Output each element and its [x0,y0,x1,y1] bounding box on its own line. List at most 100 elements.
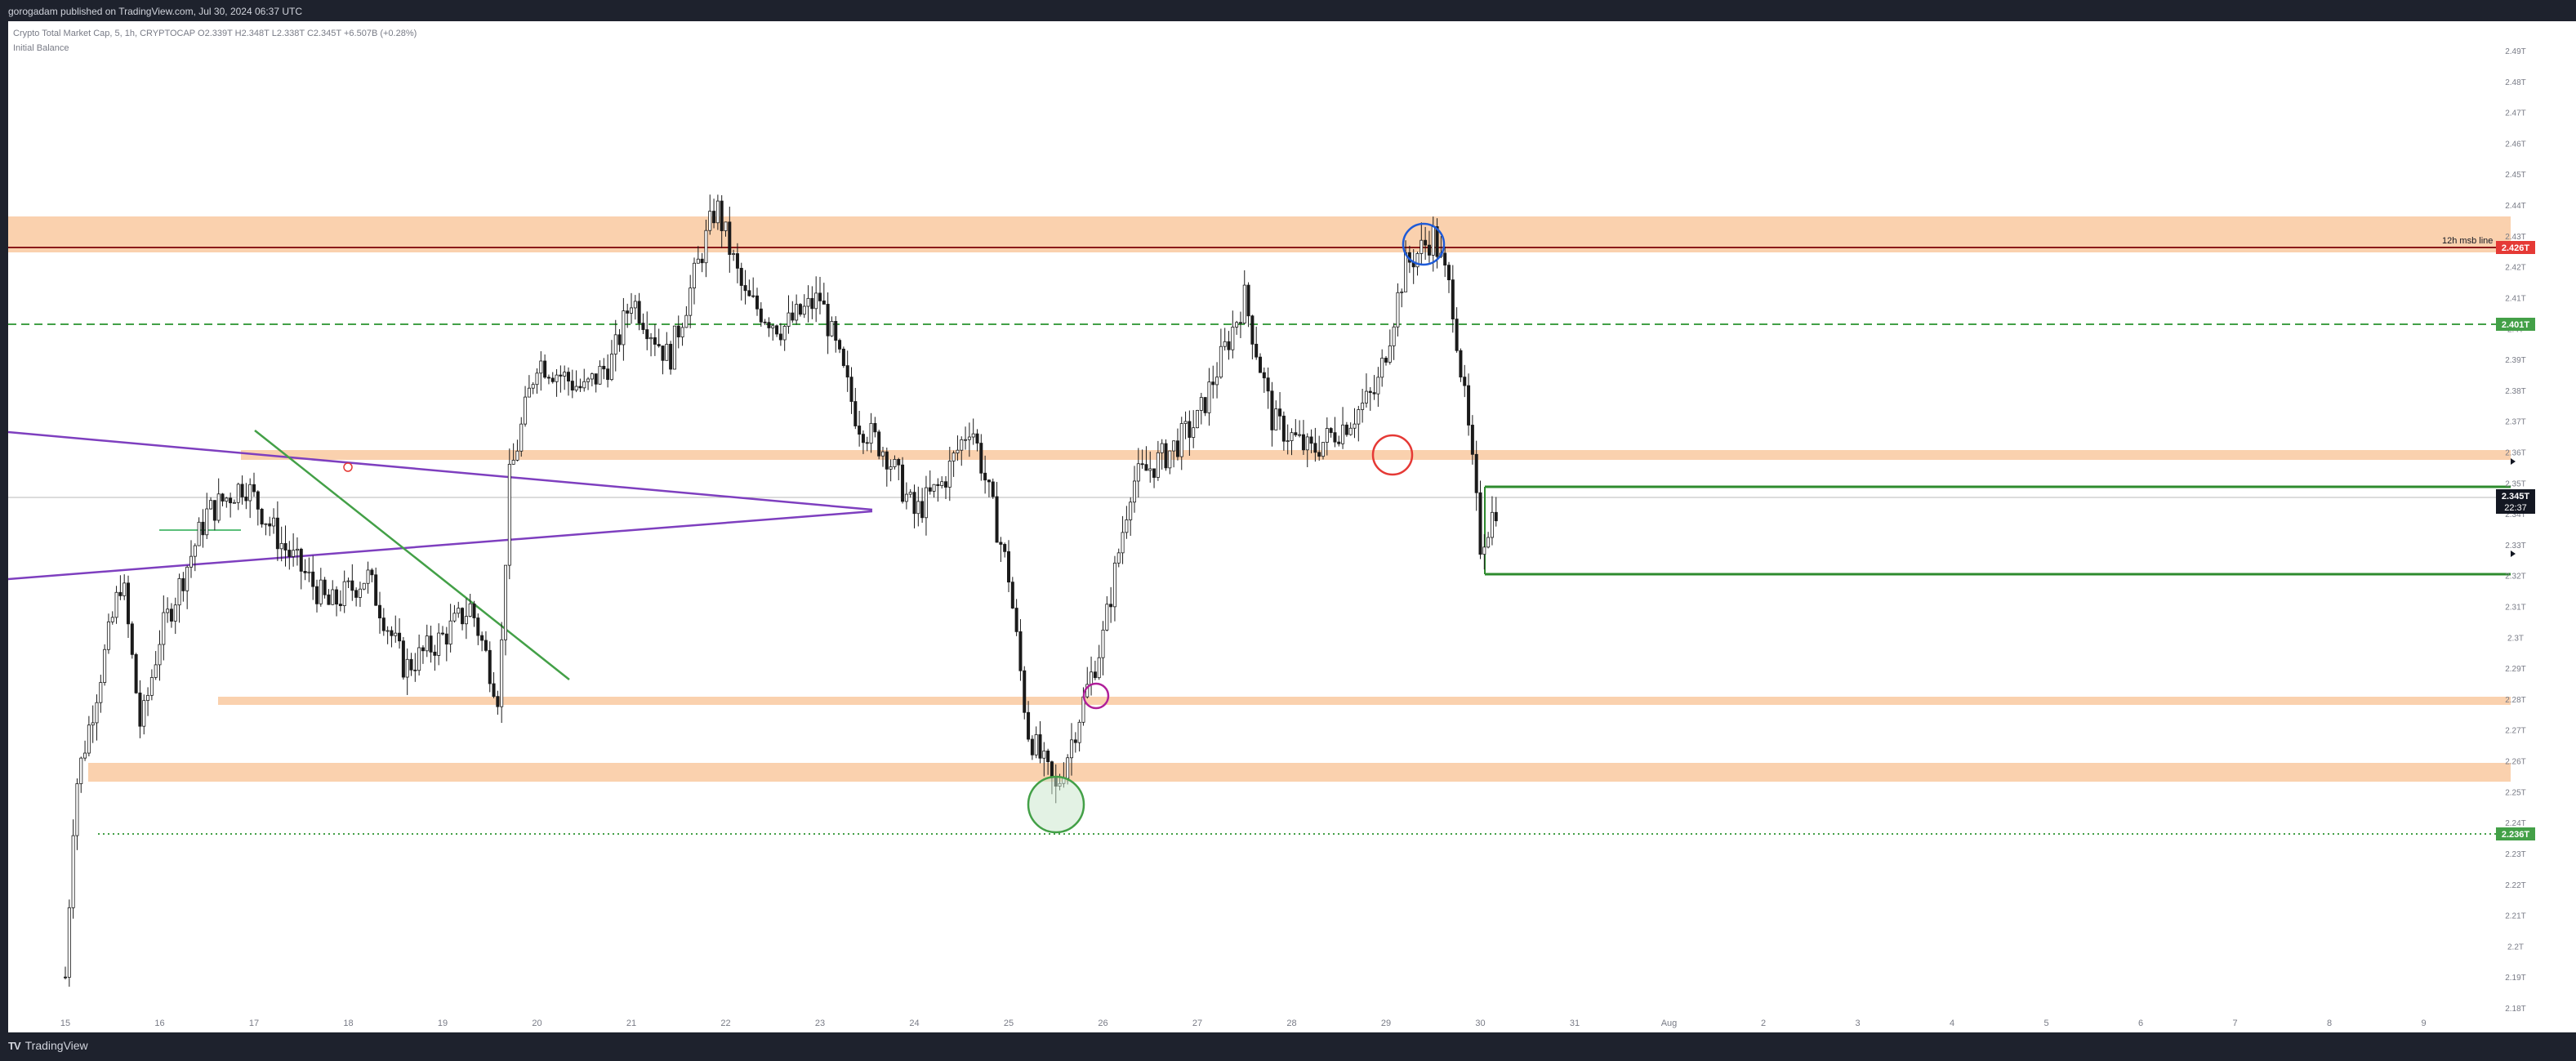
candle-body [590,373,594,380]
candle-body [362,582,366,590]
candle-body [971,433,975,438]
small-marker-icon[interactable] [343,462,353,472]
candle-body [570,381,574,391]
candle-body [952,452,956,461]
time-tick-label: 2 [1761,1019,1766,1028]
symbol-legend[interactable]: Crypto Total Market Cap, 5, 1h, CRYPTOCA… [13,26,417,41]
price-tick-label: 2.49T [2505,47,2526,56]
candles[interactable] [64,194,1498,987]
red-circle[interactable] [1371,434,1414,476]
price-tick-label: 2.32T [2505,573,2526,582]
candle-body [1199,397,1203,411]
candle-body [791,312,795,321]
green-circle[interactable] [1027,775,1085,834]
time-tick-label: 21 [626,1019,636,1028]
candle-body [665,343,669,361]
magenta-circle[interactable] [1082,682,1110,710]
candle-body [1384,358,1388,363]
candle-body [154,664,158,678]
green-trendline[interactable] [254,430,570,680]
candle-body [987,479,991,483]
candle-body [240,484,244,497]
candle-body [311,571,315,587]
purple-trendline-upper[interactable] [8,430,873,511]
candle-body [661,345,665,361]
blue-circle[interactable] [1402,222,1446,266]
candle-body [908,492,912,495]
candle-body [964,439,968,441]
candle-body [1388,345,1392,363]
zone-low1[interactable] [218,697,2511,705]
candle-body [126,582,130,625]
candle-body [64,976,68,979]
zone-top[interactable] [8,216,2511,252]
candle-body [578,386,582,389]
candle-body [802,305,806,315]
candle-body [468,603,472,617]
candle-body [283,542,287,551]
chart-area[interactable]: Crypto Total Market Cap, 5, 1h, CRYPTOCA… [8,21,2576,1032]
candle-body [1325,428,1329,443]
candle-body [142,700,146,727]
candle-body [346,580,350,582]
candle-body [1337,441,1341,444]
candle-body [472,603,476,618]
candle-body [845,365,849,378]
candle-body [314,586,319,604]
price-tick-label: 2.38T [2505,387,2526,396]
candle-body [1380,358,1384,378]
candle-body [645,329,649,340]
price-tick-label: 2.34T [2505,510,2526,519]
time-scale[interactable]: 15 16 17 18 19 20 21 22 23 24 25 26 27 28 29 30 31 Aug 2 3 4… [60,1019,2427,1028]
price-tick-label: 2.39T [2505,356,2526,365]
candle-body [853,401,858,426]
candle-body [212,500,216,521]
purple-trendline-lower[interactable] [8,510,873,581]
candle-body [1486,537,1491,548]
candle-body [433,651,437,656]
time-tick-label: 4 [1950,1019,1954,1028]
time-tick-label: 25 [1004,1019,1014,1028]
arrow-right-icon [2511,458,2516,465]
candle-body [712,211,716,224]
candle-body [1112,562,1116,608]
candle-body [814,292,818,310]
indicator-legend[interactable]: Initial Balance [13,43,69,53]
price-tick-label: 2.18T [2505,1005,2526,1014]
candle-body [1023,670,1027,713]
candle-body [1242,284,1246,323]
candle-body [197,521,201,546]
candle-body [1203,397,1207,413]
candle-body [1172,440,1176,452]
candle-body [252,484,256,493]
candle-body [787,312,791,327]
zone-mid[interactable] [241,450,2511,460]
msb-line-label[interactable]: 12h msb line [2442,236,2493,246]
candle-body [724,221,728,231]
candle-body [1073,739,1077,743]
candle-body [83,752,87,759]
candle-body [704,230,708,264]
candle-body [657,344,661,346]
candle-body [519,423,524,452]
candle-body [1121,532,1125,554]
candle-body [354,590,359,598]
candle-body [641,323,645,330]
candle-body [292,550,296,557]
price-scale[interactable]: 2.49T 2.48T 2.47T 2.46T 2.45T 2.44T 2.43T 2.42T… [2505,47,2526,1014]
publisher-bar: gorogadam published on TradingView.com, … [0,0,2576,21]
candle-body [441,632,445,635]
price-tick-label: 2.26T [2505,758,2526,767]
price-chart[interactable]: 12h msb line 2.49T2.48T2.47T2.46T2.45T2.… [8,21,2576,1032]
candle-body [149,677,154,696]
zone-low2[interactable] [88,763,2511,782]
candle-body [103,649,107,683]
candle-body [515,450,519,461]
candle-body [327,594,331,605]
tradingview-logo[interactable]: TV TradingView [8,1039,88,1052]
candle-body [680,327,684,337]
candle-body [550,377,555,382]
price-tick-label: 2.21T [2505,912,2526,921]
candle-body [1404,252,1408,292]
candle-body [229,497,233,504]
